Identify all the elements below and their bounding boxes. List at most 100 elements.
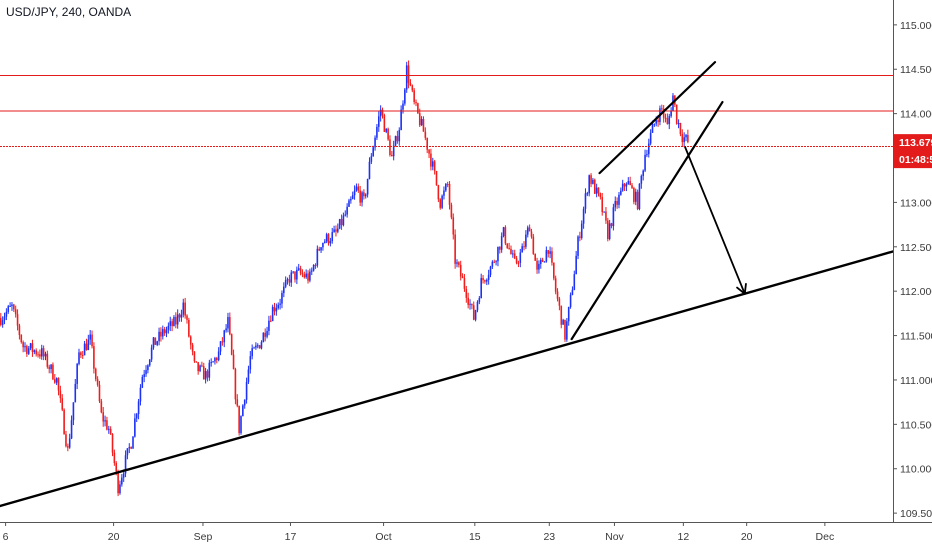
candle [121,474,123,487]
candle [579,231,581,242]
projection-arrow-head [736,283,747,295]
candle [627,177,630,185]
candle [623,182,626,191]
price-axis-background[interactable] [893,0,932,550]
candle [534,253,536,261]
last-price-badge: 113.679 01:48:53 [894,134,932,169]
candle [141,374,144,389]
candle [459,260,462,281]
candle [400,105,402,131]
candle [3,312,6,325]
candle [428,148,430,159]
candle [519,248,522,268]
candle [348,198,350,208]
candle [37,351,39,358]
candle [625,182,628,192]
candle [664,113,667,123]
projection-arrow-line[interactable] [684,146,746,295]
candle [350,196,352,204]
candle [458,261,460,268]
candle [480,273,482,299]
candle [592,177,594,185]
candle [329,237,332,247]
candle [646,149,648,158]
candle [461,273,464,279]
candle [256,343,259,349]
candle [171,318,173,332]
candle [178,313,181,322]
candle [119,480,121,495]
candle [608,219,611,241]
candle [169,316,172,332]
wedge-lower-line[interactable] [570,100,724,341]
wedge-upper-line[interactable] [598,61,717,175]
candle [564,319,566,342]
candle [638,183,641,211]
candle [175,312,177,329]
candle [126,448,129,460]
candle [340,214,343,230]
candle [132,436,134,449]
candle [433,159,436,175]
candle [446,181,449,188]
candle [232,349,235,370]
candle [495,260,497,266]
price-tick-label: 114.000 [900,109,932,121]
candle [234,367,237,405]
candle [653,123,656,127]
candle [525,230,527,249]
candle [55,377,58,386]
candle [670,107,672,118]
support-trendline[interactable] [0,250,895,508]
candle [0,312,2,327]
candle [361,190,363,207]
candle [499,246,501,254]
candle [160,327,162,342]
price-tick-label: 109.500 [900,508,932,520]
candle [335,225,337,237]
candle [430,148,432,171]
time-tick-label: Oct [375,531,391,543]
candle [379,105,382,122]
candle [536,257,538,274]
candle [229,312,231,336]
candle [493,259,496,264]
candle [163,326,166,336]
candle [584,188,587,214]
candle [243,399,246,409]
candle [418,108,421,128]
candle [89,329,91,345]
candle [180,309,183,322]
candle [513,249,516,260]
drawings-layer [0,61,895,508]
candle [351,191,354,200]
candle [14,305,17,318]
candle [236,394,239,408]
time-tick-label: 20 [741,531,753,543]
candle [46,350,49,369]
candle [420,116,423,126]
candle [562,318,564,325]
candle [337,223,339,234]
candle [521,243,523,253]
candle [242,404,244,417]
candle [292,271,294,274]
candle [327,233,330,246]
candle [52,362,54,381]
candle [417,102,419,115]
candle [152,337,155,350]
time-axis-background[interactable] [0,522,932,550]
candle [543,261,546,263]
candle [288,274,291,287]
candle [415,99,417,107]
candle [27,345,30,355]
candle [629,176,631,186]
candle [346,203,348,218]
candles-layer [0,60,689,497]
time-tick-label: Dec [816,531,835,543]
candle [312,264,315,272]
candle [275,303,278,316]
candle [426,137,428,154]
